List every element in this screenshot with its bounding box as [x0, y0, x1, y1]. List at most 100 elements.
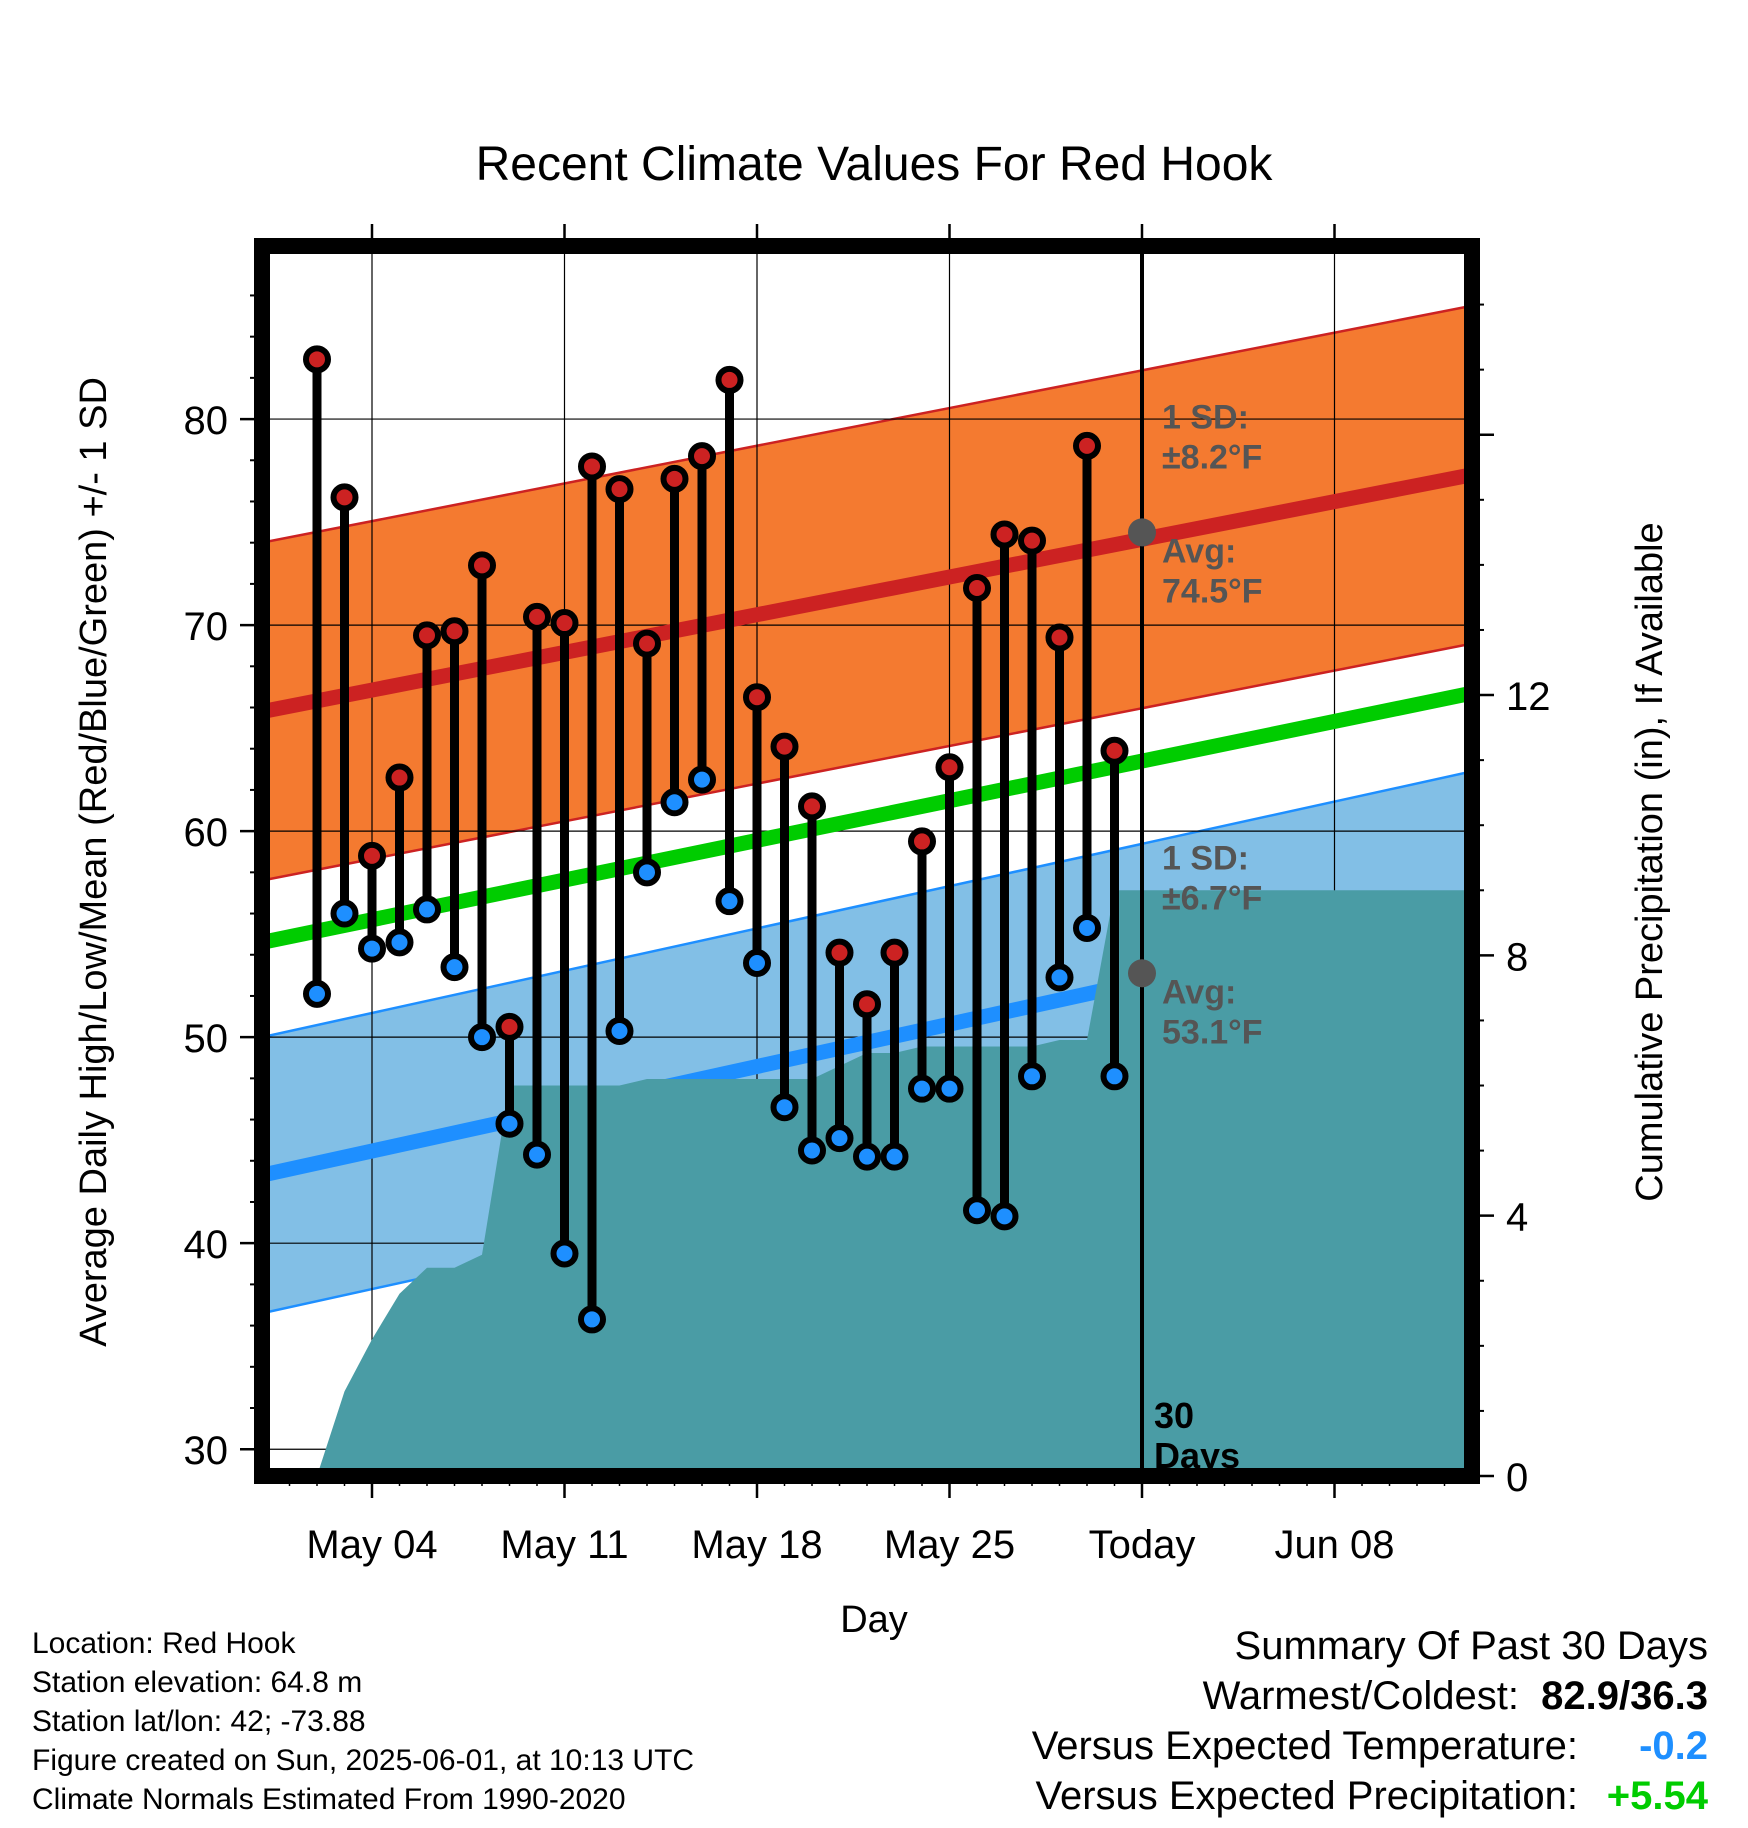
- high-point: [605, 475, 634, 504]
- low-avg-marker: [1128, 959, 1156, 988]
- high-point: [358, 841, 386, 870]
- axes: 30 40 50 60 70 80 0 4 8 12 May 04 May 11 May 18 May 2…: [184, 224, 1551, 1567]
- high-point: [578, 452, 606, 481]
- high-point: [770, 732, 799, 761]
- low-point: [798, 1136, 826, 1165]
- summary-temp-value: -0.2: [1639, 1724, 1708, 1768]
- high-point: [963, 574, 991, 603]
- high-point: [440, 617, 469, 646]
- high-point: [550, 609, 579, 638]
- low-point: [770, 1093, 799, 1122]
- normal-mean-line: [262, 685, 1472, 950]
- low-point: [605, 1016, 634, 1045]
- high-point: [853, 990, 881, 1019]
- normal-high-upper-sd-line: [262, 304, 1472, 544]
- high-point: [688, 442, 716, 471]
- high-avg-value: 74.5°F: [1162, 572, 1263, 610]
- plot-area: [262, 246, 1472, 1476]
- low-point: [1045, 963, 1074, 992]
- high-point: [1073, 431, 1101, 460]
- high-point: [908, 827, 936, 856]
- plot-frame: [254, 238, 1480, 1484]
- summary-warm-cold: Warmest/Coldest: 82.9/36.3: [1203, 1674, 1708, 1719]
- high-point: [1018, 526, 1046, 555]
- high-point: [715, 365, 744, 394]
- summary-precip-value: +5.54: [1606, 1774, 1708, 1818]
- x-axis-label: Day: [840, 1599, 908, 1641]
- y2-tick-label: 4: [1506, 1196, 1528, 1240]
- summary-title: Summary Of Past 30 Days: [1234, 1624, 1708, 1668]
- low-point: [880, 1142, 909, 1171]
- high-point: [330, 483, 359, 512]
- low-point: [413, 895, 441, 924]
- info-elevation: Station elevation: 64.8 m: [32, 1666, 363, 1699]
- summary-warm-cold-label: Warmest/Coldest:: [1202, 1674, 1519, 1718]
- low-point: [330, 899, 359, 928]
- summary-temp-label: Versus Expected Temperature:: [1031, 1724, 1578, 1768]
- days-label-number: 30: [1154, 1395, 1194, 1436]
- low-point: [385, 928, 414, 957]
- high-point: [743, 683, 771, 712]
- high-point: [1045, 623, 1074, 652]
- high-sd-value: ±8.2°F: [1162, 438, 1262, 476]
- high-sd-label: 1 SD:: [1162, 398, 1249, 436]
- info-latlon: Station lat/lon: 42; -73.88: [32, 1705, 366, 1738]
- low-point: [633, 858, 661, 887]
- x-tick-label: May 11: [500, 1523, 628, 1567]
- y-tick-label: 30: [184, 1429, 229, 1473]
- low-point: [1018, 1062, 1046, 1091]
- chart-title: Recent Climate Values For Red Hook: [476, 138, 1274, 191]
- normal-high-lower-sd-line: [262, 642, 1472, 882]
- low-point: [303, 979, 331, 1008]
- low-point: [523, 1140, 551, 1169]
- low-point: [688, 765, 716, 794]
- low-point: [853, 1142, 881, 1171]
- summary-precip-label: Versus Expected Precipitation:: [1035, 1774, 1578, 1818]
- high-point: [495, 1012, 524, 1041]
- low-point: [468, 1023, 496, 1052]
- summary-precip: Versus Expected Precipitation: +5.54: [1035, 1774, 1708, 1819]
- high-avg-label: Avg:: [1162, 532, 1236, 570]
- y2-tick-label: 8: [1506, 935, 1528, 979]
- high-point: [523, 602, 551, 631]
- y2-tick-label: 0: [1506, 1456, 1528, 1500]
- x-tick-label: Jun 08: [1274, 1523, 1394, 1567]
- x-tick-label: May 18: [691, 1523, 822, 1567]
- info-normals: Climate Normals Estimated From 1990-2020: [32, 1783, 626, 1816]
- y-tick-label: 80: [184, 399, 229, 443]
- low-point: [578, 1305, 606, 1334]
- y2-tick-label: 12: [1506, 675, 1551, 719]
- low-avg-value: 53.1°F: [1162, 1013, 1263, 1051]
- y-tick-label: 50: [184, 1017, 229, 1061]
- low-point: [990, 1202, 1019, 1231]
- info-location: Location: Red Hook: [32, 1627, 296, 1660]
- high-point: [468, 551, 496, 580]
- high-point: [660, 464, 689, 493]
- normal-low-upper-sd-line: [262, 770, 1472, 1039]
- y2-axis-label: Cumulative Precipitation (in), If Availa…: [1629, 522, 1671, 1201]
- low-point: [1073, 913, 1101, 942]
- y-tick-label: 70: [184, 605, 229, 649]
- info-created: Figure created on Sun, 2025-06-01, at 10…: [32, 1744, 695, 1777]
- low-point: [908, 1074, 936, 1103]
- low-sd-label: 1 SD:: [1162, 839, 1249, 877]
- high-point: [1100, 736, 1129, 765]
- high-point: [303, 345, 331, 374]
- low-point: [1100, 1062, 1129, 1091]
- high-point: [935, 753, 964, 782]
- x-tick-label: May 25: [884, 1523, 1015, 1567]
- low-avg-label: Avg:: [1162, 973, 1236, 1011]
- x-tick-label: Today: [1089, 1523, 1196, 1567]
- high-point: [990, 520, 1019, 549]
- high-point: [880, 938, 909, 967]
- low-point: [963, 1196, 991, 1225]
- high-point: [825, 938, 854, 967]
- high-point: [798, 792, 826, 821]
- y-axis-label: Average Daily High/Low/Mean (Red/Blue/Gr…: [73, 377, 115, 1347]
- low-point: [550, 1239, 579, 1268]
- precip-area: [317, 890, 1472, 1476]
- high-point: [633, 629, 661, 658]
- summary-warm-cold-value: 82.9/36.3: [1541, 1674, 1708, 1718]
